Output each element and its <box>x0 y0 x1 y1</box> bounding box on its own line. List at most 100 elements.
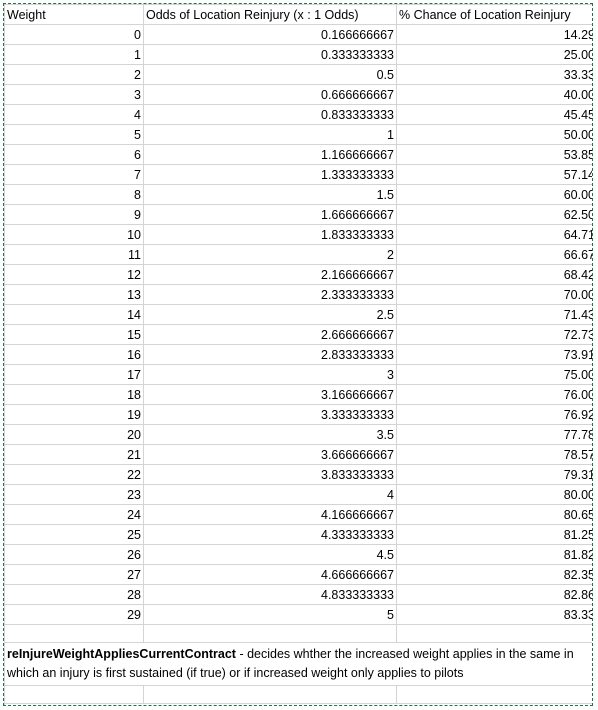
spreadsheet-selection[interactable]: Weight Odds of Location Reinjury (x : 1 … <box>3 3 593 706</box>
cell-weight[interactable]: 10 <box>4 224 144 245</box>
cell-weight[interactable]: 22 <box>4 464 144 485</box>
cell-odds[interactable]: 2.833333333 <box>143 344 397 365</box>
cell-weight[interactable]: 15 <box>4 324 144 345</box>
cell-odds[interactable]: 3.5 <box>143 424 397 445</box>
empty-cell[interactable] <box>143 624 397 643</box>
empty-cell[interactable] <box>4 685 144 704</box>
cell-chance[interactable]: 40.00 <box>396 84 592 105</box>
cell-odds[interactable]: 2.333333333 <box>143 284 397 305</box>
cell-odds[interactable]: 2.666666667 <box>143 324 397 345</box>
cell-odds[interactable]: 3.833333333 <box>143 464 397 485</box>
cell-weight[interactable]: 20 <box>4 424 144 445</box>
cell-odds[interactable]: 2 <box>143 244 397 265</box>
empty-cell[interactable] <box>4 624 144 643</box>
cell-odds[interactable]: 3 <box>143 364 397 385</box>
cell-odds[interactable]: 1.166666667 <box>143 144 397 165</box>
header-weight[interactable]: Weight <box>4 4 144 25</box>
cell-weight[interactable]: 17 <box>4 364 144 385</box>
cell-weight[interactable]: 21 <box>4 444 144 465</box>
cell-weight[interactable]: 23 <box>4 484 144 505</box>
cell-weight[interactable]: 3 <box>4 84 144 105</box>
cell-odds[interactable]: 2.166666667 <box>143 264 397 285</box>
cell-chance[interactable]: 53.85 <box>396 144 592 165</box>
cell-chance[interactable]: 66.67 <box>396 244 592 265</box>
cell-chance[interactable]: 79.31 <box>396 464 592 485</box>
cell-weight[interactable]: 0 <box>4 24 144 45</box>
cell-weight[interactable]: 4 <box>4 104 144 125</box>
cell-weight[interactable]: 5 <box>4 124 144 145</box>
cell-weight[interactable]: 27 <box>4 564 144 585</box>
cell-odds[interactable]: 5 <box>143 604 397 625</box>
cell-weight[interactable]: 14 <box>4 304 144 325</box>
cell-chance[interactable]: 76.00 <box>396 384 592 405</box>
cell-chance[interactable]: 33.33 <box>396 64 592 85</box>
cell-weight[interactable]: 8 <box>4 184 144 205</box>
cell-odds[interactable]: 3.166666667 <box>143 384 397 405</box>
cell-weight[interactable]: 29 <box>4 604 144 625</box>
cell-chance[interactable]: 82.86 <box>396 584 592 605</box>
cell-chance[interactable]: 83.33 <box>396 604 592 625</box>
cell-odds[interactable]: 4.833333333 <box>143 584 397 605</box>
cell-chance[interactable]: 77.78 <box>396 424 592 445</box>
empty-cell[interactable] <box>396 685 592 704</box>
cell-chance[interactable]: 50.00 <box>396 124 592 145</box>
cell-weight[interactable]: 25 <box>4 524 144 545</box>
cell-weight[interactable]: 7 <box>4 164 144 185</box>
cell-chance[interactable]: 76.92 <box>396 404 592 425</box>
empty-cell[interactable] <box>396 624 592 643</box>
cell-odds[interactable]: 1.666666667 <box>143 204 397 225</box>
cell-odds[interactable]: 0.5 <box>143 64 397 85</box>
cell-chance[interactable]: 75.00 <box>396 364 592 385</box>
cell-weight[interactable]: 28 <box>4 584 144 605</box>
cell-weight[interactable]: 6 <box>4 144 144 165</box>
cell-odds[interactable]: 2.5 <box>143 304 397 325</box>
cell-odds[interactable]: 0.166666667 <box>143 24 397 45</box>
cell-chance[interactable]: 57.14 <box>396 164 592 185</box>
cell-odds[interactable]: 1.333333333 <box>143 164 397 185</box>
cell-chance[interactable]: 14.29 <box>396 24 592 45</box>
cell-odds[interactable]: 4.166666667 <box>143 504 397 525</box>
cell-chance[interactable]: 78.57 <box>396 444 592 465</box>
cell-chance[interactable]: 62.50 <box>396 204 592 225</box>
cell-odds[interactable]: 3.666666667 <box>143 444 397 465</box>
cell-odds[interactable]: 3.333333333 <box>143 404 397 425</box>
cell-weight[interactable]: 26 <box>4 544 144 565</box>
cell-weight[interactable]: 24 <box>4 504 144 525</box>
header-chance[interactable]: % Chance of Location Reinjury <box>396 4 592 25</box>
cell-weight[interactable]: 9 <box>4 204 144 225</box>
cell-chance[interactable]: 73.91 <box>396 344 592 365</box>
cell-chance[interactable]: 71.43 <box>396 304 592 325</box>
cell-weight[interactable]: 12 <box>4 264 144 285</box>
cell-weight[interactable]: 13 <box>4 284 144 305</box>
cell-chance[interactable]: 81.82 <box>396 544 592 565</box>
cell-chance[interactable]: 68.42 <box>396 264 592 285</box>
cell-chance[interactable]: 82.35 <box>396 564 592 585</box>
cell-odds[interactable]: 1 <box>143 124 397 145</box>
note-cell[interactable]: reInjureWeightAppliesCurrentContract - d… <box>4 642 592 686</box>
cell-odds[interactable]: 4 <box>143 484 397 505</box>
cell-chance[interactable]: 80.00 <box>396 484 592 505</box>
note-cell[interactable]: reInjureLocWeight - additional "weight" … <box>4 703 592 705</box>
cell-odds[interactable]: 1.833333333 <box>143 224 397 245</box>
cell-chance[interactable]: 25.00 <box>396 44 592 65</box>
cell-odds[interactable]: 4.333333333 <box>143 524 397 545</box>
cell-weight[interactable]: 11 <box>4 244 144 265</box>
cell-chance[interactable]: 45.45 <box>396 104 592 125</box>
cell-odds[interactable]: 0.833333333 <box>143 104 397 125</box>
cell-weight[interactable]: 16 <box>4 344 144 365</box>
header-odds[interactable]: Odds of Location Reinjury (x : 1 Odds) <box>143 4 397 25</box>
cell-weight[interactable]: 18 <box>4 384 144 405</box>
cell-chance[interactable]: 60.00 <box>396 184 592 205</box>
cell-chance[interactable]: 70.00 <box>396 284 592 305</box>
cell-odds[interactable]: 0.333333333 <box>143 44 397 65</box>
cell-odds[interactable]: 4.666666667 <box>143 564 397 585</box>
cell-odds[interactable]: 1.5 <box>143 184 397 205</box>
cell-chance[interactable]: 81.25 <box>396 524 592 545</box>
cell-weight[interactable]: 2 <box>4 64 144 85</box>
cell-weight[interactable]: 19 <box>4 404 144 425</box>
cell-chance[interactable]: 80.65 <box>396 504 592 525</box>
cell-odds[interactable]: 0.666666667 <box>143 84 397 105</box>
cell-weight[interactable]: 1 <box>4 44 144 65</box>
cell-odds[interactable]: 4.5 <box>143 544 397 565</box>
cell-chance[interactable]: 72.73 <box>396 324 592 345</box>
